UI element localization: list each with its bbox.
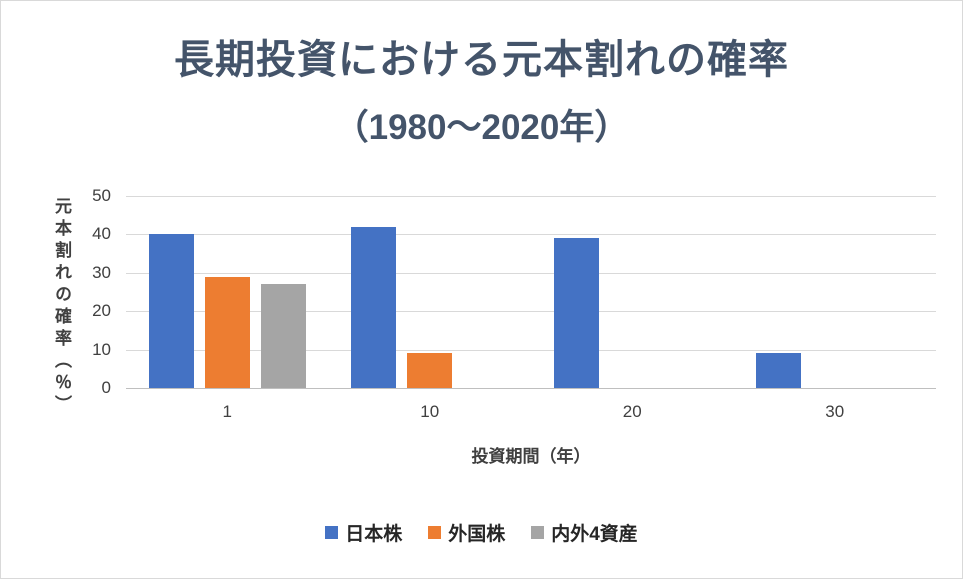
gridline-50 <box>126 196 936 197</box>
y-axis-title: 元本割れの確率（％） <box>52 197 71 417</box>
gridline-30 <box>126 273 936 274</box>
legend: 日本株 外国株 内外4資産 <box>1 519 962 546</box>
legend-swatch-内外4資産 <box>531 526 545 539</box>
x-axis-line <box>126 388 936 389</box>
chart-title-line1: 長期投資における元本割れの確率 <box>174 38 789 82</box>
bar-日本株-20 <box>554 238 599 388</box>
bar-外国株-1 <box>205 277 250 388</box>
y-tick-label-40: 40 <box>92 224 111 244</box>
legend-label-日本株: 日本株 <box>345 524 403 545</box>
y-tick-label-30: 30 <box>92 262 111 282</box>
bar-日本株-1 <box>149 234 194 388</box>
chart-title-line2: （1980〜2020年） <box>333 108 630 147</box>
legend-item-内外4資産: 内外4資産 <box>531 519 638 546</box>
legend-item-日本株: 日本株 <box>325 519 402 546</box>
bar-日本株-10 <box>351 227 396 388</box>
gridline-10 <box>126 350 936 351</box>
legend-label-外国株: 外国株 <box>448 524 506 545</box>
bar-日本株-30 <box>756 353 801 388</box>
bar-外国株-10 <box>407 353 452 388</box>
legend-item-外国株: 外国株 <box>428 519 505 546</box>
legend-swatch-日本株 <box>325 526 339 539</box>
bar-内外4資産-1 <box>261 284 306 388</box>
legend-label-内外4資産: 内外4資産 <box>551 524 638 545</box>
x-tick-label-20: 20 <box>622 402 642 421</box>
legend-swatch-外国株 <box>428 526 442 539</box>
gridline-40 <box>126 234 936 235</box>
y-tick-label-20: 20 <box>92 301 111 321</box>
y-tick-label-10: 10 <box>92 339 111 359</box>
x-tick-label-30: 30 <box>825 402 845 421</box>
x-tick-label-10: 10 <box>420 402 440 421</box>
gridline-20 <box>126 311 936 312</box>
x-axis-title: 投資期間（年） <box>471 447 591 466</box>
x-tick-label-1: 1 <box>222 402 232 421</box>
y-tick-label-50: 50 <box>92 186 111 205</box>
plot-area <box>126 196 936 389</box>
y-tick-label-0: 0 <box>101 378 111 397</box>
